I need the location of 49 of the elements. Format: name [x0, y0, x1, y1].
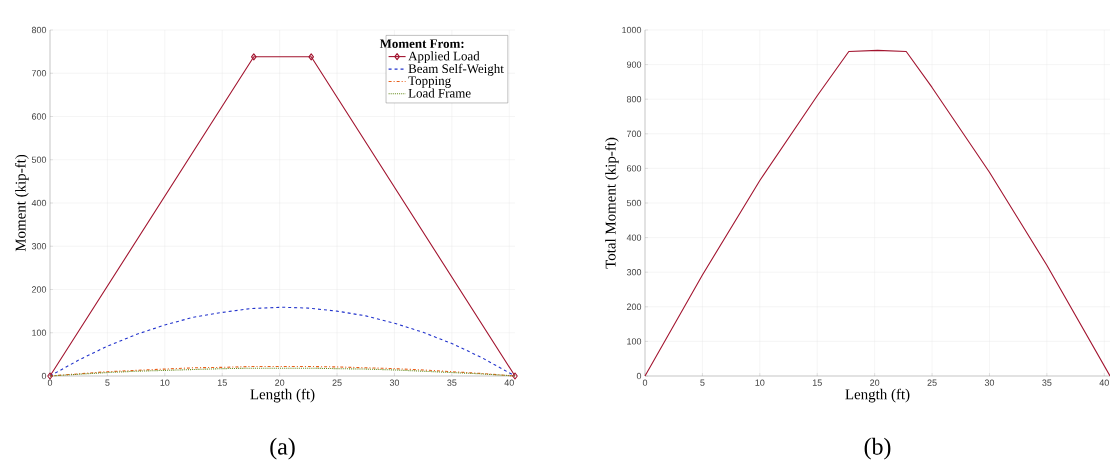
- x-tick-label: 15: [217, 379, 227, 386]
- y-tick-label: 0: [636, 372, 642, 380]
- x-tick-label: 5: [105, 379, 110, 386]
- x-axis-title: Length (ft): [250, 388, 315, 403]
- y-tick-label: 400: [31, 199, 47, 207]
- legend-title: Moment From:: [379, 39, 464, 49]
- x-tick-label: 40: [1099, 379, 1109, 386]
- y-tick-label: 700: [626, 130, 642, 137]
- x-tick-label: 35: [447, 379, 457, 386]
- y-tick-label: 700: [31, 70, 47, 77]
- text: (b): [864, 437, 891, 460]
- y-tick-label: 0: [41, 372, 47, 380]
- y-tick-label: 300: [626, 269, 642, 276]
- x-tick-label: 0: [642, 379, 648, 386]
- y-tick-label: 900: [626, 61, 642, 68]
- y-tick-label: 600: [31, 113, 47, 120]
- x-tick-label: 35: [1042, 379, 1052, 386]
- y-tick-label: 200: [31, 286, 47, 293]
- y-tick-label: 600: [626, 165, 642, 172]
- x-tick-label: 30: [389, 379, 400, 386]
- y-axis-title: Moment (kip-ft): [14, 154, 29, 252]
- x-tick-label: 5: [700, 379, 705, 386]
- y-tick-label: 1000: [622, 26, 642, 34]
- y-tick-label: 500: [626, 199, 642, 207]
- x-tick-label: 0: [47, 379, 53, 386]
- legend-label: Beam Self-Weight: [408, 63, 504, 76]
- y-tick-label: 800: [626, 96, 642, 103]
- legend-label: Load Frame: [408, 88, 471, 98]
- y-tick-label: 100: [32, 329, 47, 336]
- y-tick-label: 200: [626, 303, 642, 310]
- x-tick-label: 10: [755, 379, 765, 386]
- y-tick-label: 400: [626, 234, 642, 241]
- x-tick-label: 20: [275, 379, 285, 386]
- legend-label: Topping: [408, 76, 451, 88]
- x-tick-label: 10: [160, 379, 170, 386]
- x-axis-title: Length (ft): [845, 388, 910, 403]
- x-tick-label: 25: [332, 379, 342, 386]
- y-tick-label: 800: [31, 26, 47, 34]
- legend-label: Applied Load: [408, 51, 480, 64]
- y-tick-label: 500: [31, 156, 47, 163]
- x-tick-label: 40: [504, 379, 514, 386]
- text: (a): [270, 437, 295, 460]
- y-tick-label: 300: [31, 243, 47, 250]
- x-tick-label: 25: [927, 379, 937, 386]
- x-tick-label: 20: [870, 379, 880, 386]
- x-tick-label: 15: [812, 379, 822, 386]
- x-tick-label: 30: [984, 379, 995, 386]
- y-axis-title: Total Moment (kip-ft): [605, 137, 619, 269]
- y-tick-label: 100: [627, 338, 642, 345]
